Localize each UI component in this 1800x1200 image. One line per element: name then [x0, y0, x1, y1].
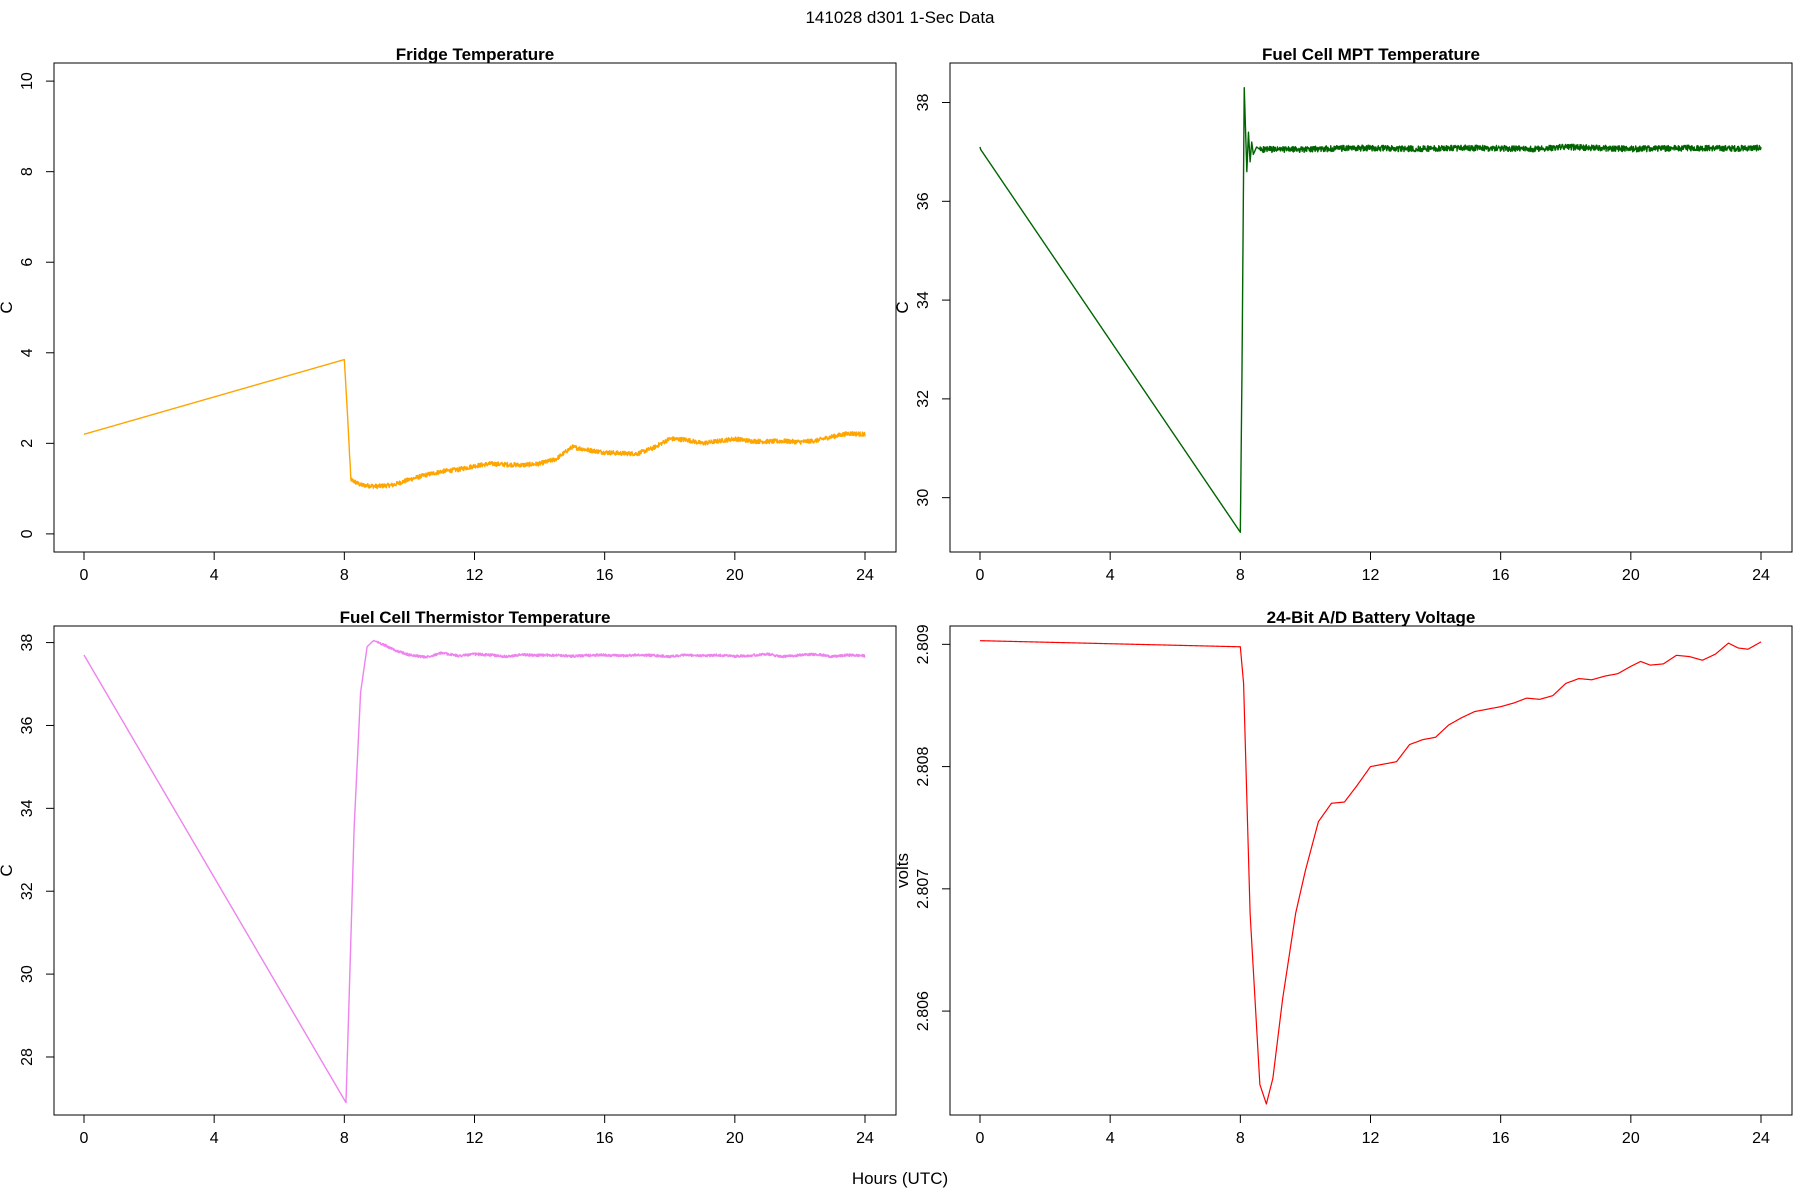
x-tick-label: 4: [210, 1130, 219, 1147]
y-tick-label: 28: [19, 1048, 36, 1066]
series-line-1: [979, 86, 1762, 533]
x-tick-label: 4: [210, 567, 219, 584]
plot-frame: [53, 625, 897, 1116]
x-tick-label: 20: [1622, 1130, 1640, 1147]
x-tick-label: 20: [726, 567, 744, 584]
x-tick-label: 16: [1492, 1130, 1510, 1147]
x-tick-label: 8: [340, 567, 349, 584]
x-tick-label: 0: [976, 1130, 985, 1147]
x-tick-label: 24: [856, 1130, 874, 1147]
plot-frame: [53, 62, 897, 553]
panel-title: 24-Bit A/D Battery Voltage: [1267, 608, 1476, 627]
chart-panel-2: Fuel Cell MPT Temperature C 0 4 8 12 16 20 24 30 3…: [893, 45, 1793, 584]
y-tick-label: 38: [915, 94, 932, 112]
y-tick-label: 2.806: [915, 991, 932, 1031]
y-axis-label: C: [0, 301, 16, 313]
x-tick-label: 12: [1362, 1130, 1380, 1147]
y-tick-label: 0: [19, 529, 36, 538]
x-tick-label: 12: [466, 567, 484, 584]
x-tick-label: 16: [1492, 567, 1510, 584]
chart-panel-1: Fridge TemperatureC048121620240246810: [0, 45, 897, 584]
y-axis-label: C: [893, 301, 912, 313]
x-tick-label: 4: [1106, 567, 1115, 584]
series-line-1: [979, 640, 1762, 1105]
panel-title: Fuel Cell MPT Temperature: [1262, 45, 1480, 64]
plot-frame: [949, 62, 1793, 553]
y-tick-label: 32: [915, 390, 932, 408]
y-tick-label: 36: [19, 716, 36, 734]
y-tick-label: 2.808: [915, 746, 932, 786]
shared-x-axis-label: Hours (UTC): [852, 1169, 948, 1188]
x-tick-label: 12: [1362, 567, 1380, 584]
x-tick-label: 8: [1236, 567, 1245, 584]
x-tick-label: 16: [596, 1130, 614, 1147]
y-axis-label: C: [0, 864, 16, 876]
y-tick-label: 2.807: [915, 869, 932, 909]
y-tick-label: 34: [915, 291, 932, 309]
x-tick-label: 24: [856, 567, 874, 584]
x-tick-label: 12: [466, 1130, 484, 1147]
series-line-1: [83, 639, 866, 1104]
panel-title: Fuel Cell Thermistor Temperature: [340, 608, 611, 627]
y-axis-label: volts: [893, 853, 912, 888]
y-tick-label: 34: [19, 799, 36, 817]
x-tick-label: 8: [340, 1130, 349, 1147]
y-tick-label: 30: [915, 489, 932, 507]
plot-frame: [949, 625, 1793, 1116]
y-tick-label: 10: [19, 72, 36, 90]
y-tick-label: 30: [19, 965, 36, 983]
x-tick-label: 4: [1106, 1130, 1115, 1147]
x-tick-label: 20: [1622, 567, 1640, 584]
y-tick-label: 2.809: [915, 624, 932, 664]
chart-panels: Fridge TemperatureC048121620240246810Fue…: [0, 45, 1793, 1147]
y-tick-label: 36: [915, 192, 932, 210]
y-tick-label: 4: [19, 348, 36, 357]
chart-panel-3: Fuel Cell Thermistor Temperature C 0 4 8 12 16…: [0, 608, 897, 1147]
series-line-1: [83, 358, 866, 490]
y-tick-label: 38: [19, 634, 36, 652]
x-tick-label: 24: [1752, 1130, 1770, 1147]
figure-title: 141028 d301 1-Sec Data: [805, 8, 995, 27]
x-tick-label: 0: [80, 567, 89, 584]
x-tick-label: 16: [596, 567, 614, 584]
y-tick-label: 6: [19, 258, 36, 267]
y-tick-label: 32: [19, 882, 36, 900]
x-tick-label: 20: [726, 1130, 744, 1147]
y-tick-label: 8: [19, 167, 36, 176]
x-tick-label: 0: [80, 1130, 89, 1147]
x-tick-label: 0: [976, 567, 985, 584]
chart-panel-4: 24-Bit A/D Battery Voltage volts 0 4 8 12 16 20…: [893, 608, 1793, 1147]
x-tick-label: 8: [1236, 1130, 1245, 1147]
y-tick-label: 2: [19, 439, 36, 448]
panel-title: Fridge Temperature: [396, 45, 554, 64]
x-tick-label: 24: [1752, 567, 1770, 584]
